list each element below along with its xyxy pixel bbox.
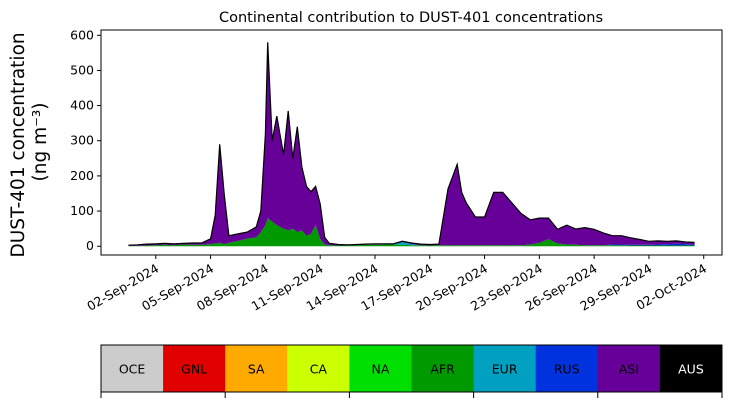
legend-label-eur: EUR: [492, 362, 518, 377]
legend-swatch-oce: [101, 345, 164, 392]
legend-frame: [100, 344, 723, 393]
legend-swatch-ca: [287, 345, 350, 392]
legend-swatch-na: [349, 345, 412, 392]
y-tick-label: 400: [70, 98, 94, 113]
legend-label-sa: SA: [248, 362, 265, 377]
legend-swatch-sa: [225, 345, 288, 392]
area-aus: [128, 42, 695, 246]
legend-swatch-asi: [597, 345, 661, 392]
stacked-areas: [128, 42, 695, 247]
y-tick-label: 600: [70, 27, 94, 42]
y-axis-label-line1: DUST-401 concentration: [8, 32, 29, 257]
total-concentration-line: [128, 42, 695, 246]
y-tick-label: 100: [70, 203, 94, 218]
legend-label-afr: AFR: [430, 362, 455, 377]
legend-label-rus: RUS: [554, 362, 580, 377]
legend-label-gnl: GNL: [181, 362, 207, 377]
y-tick-label: 300: [70, 133, 94, 148]
legend-label-oce: OCE: [119, 362, 146, 377]
y-axis-label: DUST-401 concentration (ng m⁻³): [8, 26, 51, 257]
legend-colorbar: OCE GNL SA CA NA AFR EUR RUS ASI AUS: [100, 344, 723, 398]
legend-label-na: NA: [371, 362, 389, 377]
y-axis: 0 100 200 300 400 500 600: [70, 27, 101, 253]
legend-swatch-gnl: [163, 345, 226, 392]
area-asi: [128, 42, 695, 246]
y-tick-label: 500: [70, 62, 94, 77]
x-axis: 02-Sep-202405-Sep-202408-Sep-202411-Sep-…: [84, 255, 709, 314]
legend-swatch-afr: [411, 345, 475, 392]
area-afr: [128, 218, 695, 247]
y-tick-label: 0: [86, 238, 94, 253]
legend-swatch-eur: [473, 345, 537, 392]
legend-swatch-aus: [659, 345, 723, 392]
legend-label-aus: AUS: [678, 362, 704, 377]
y-tick-label: 200: [70, 168, 94, 183]
chart-title: Continental contribution to DUST-401 con…: [219, 10, 603, 26]
legend-label-ca: CA: [310, 362, 328, 377]
plot-frame: [100, 29, 723, 256]
legend-label-asi: ASI: [619, 362, 639, 377]
legend-swatch-rus: [535, 345, 599, 392]
y-axis-label-line2: (ng m⁻³): [30, 103, 51, 182]
